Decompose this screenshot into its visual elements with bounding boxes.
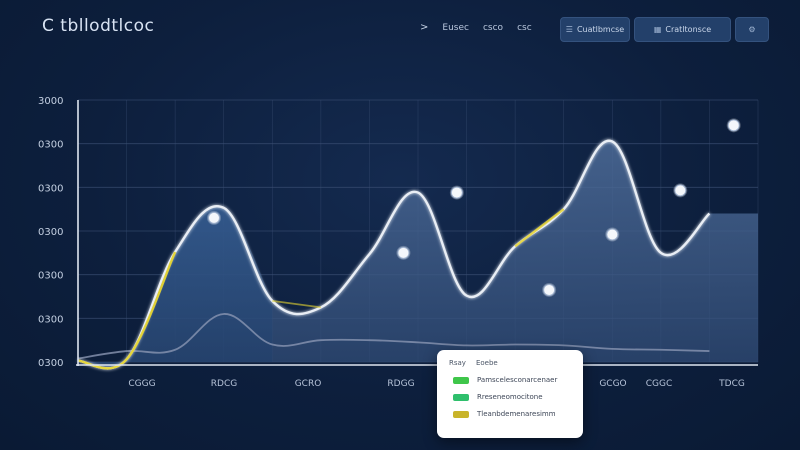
legend-header-label: Rsay bbox=[449, 359, 466, 367]
x-axis-ticks: CGGG RDCG GCRO RDGG GCGO CGGC TDCG bbox=[128, 379, 744, 389]
top-bar: C tbllodtlcoc > Eusec csco csc ☰ Cuatlbm… bbox=[0, 0, 800, 60]
x-tick-label: GCRO bbox=[295, 379, 322, 389]
y-tick-label: 0300 bbox=[38, 314, 63, 325]
legend-swatch bbox=[453, 393, 469, 401]
menu-button[interactable]: ☰ Cuatlbmcse bbox=[560, 17, 630, 42]
legend-item[interactable]: Rreseneomocitone bbox=[453, 393, 571, 401]
x-tick-label: GCGO bbox=[599, 379, 626, 389]
breadcrumb-item[interactable]: csc bbox=[517, 22, 532, 33]
series-area-lobe bbox=[78, 206, 273, 369]
legend-item-label: Rreseneomocitone bbox=[477, 393, 543, 401]
series-line-secondary bbox=[77, 313, 710, 360]
y-axis-ticks: 3000 0300 0300 0300 0300 0300 0300 bbox=[38, 96, 63, 369]
settings-icon: ⚙ bbox=[748, 25, 756, 34]
settings-button[interactable]: ⚙ bbox=[735, 17, 769, 42]
y-tick-label: 0300 bbox=[38, 140, 63, 151]
x-tick-label: CGGG bbox=[128, 379, 155, 389]
breadcrumb: > Eusec csco csc bbox=[420, 22, 532, 33]
legend-header-label: Eoebe bbox=[475, 359, 498, 367]
grid-button[interactable]: ▦ Cratltonsce bbox=[634, 17, 731, 42]
grid-button-label: Cratltonsce bbox=[665, 25, 712, 34]
app-logo[interactable]: C tbllodtlcoc bbox=[42, 16, 155, 36]
data-point bbox=[606, 228, 619, 241]
x-tick-label: RDCG bbox=[211, 379, 237, 389]
highlight-segment bbox=[272, 299, 321, 309]
y-tick-label: 3000 bbox=[38, 96, 63, 107]
menu-icon: ☰ bbox=[565, 25, 573, 34]
chart-legend: Rsay Eoebe Pamscelesconarcenaer Rreseneo… bbox=[437, 350, 583, 438]
y-tick-label: 0300 bbox=[38, 358, 63, 369]
chevron-right-icon: > bbox=[420, 22, 429, 33]
breadcrumb-item[interactable]: Eusec bbox=[442, 22, 469, 33]
data-point bbox=[543, 283, 556, 296]
legend-item[interactable]: Pamscelesconarcenaer bbox=[453, 376, 571, 384]
menu-button-label: Cuatlbmcse bbox=[576, 25, 625, 34]
area-fills bbox=[78, 140, 758, 369]
data-point bbox=[674, 184, 687, 197]
legend-item-label: Pamscelesconarcenaer bbox=[477, 376, 558, 384]
data-markers bbox=[207, 118, 741, 297]
grid-icon: ▦ bbox=[653, 25, 662, 34]
legend-item-label: Tleanbdemenaresimm bbox=[477, 410, 556, 418]
legend-header: Rsay Eoebe bbox=[449, 359, 571, 367]
data-point bbox=[208, 211, 220, 224]
series-line-main bbox=[77, 139, 711, 370]
y-tick-label: 0300 bbox=[38, 183, 63, 194]
y-tick-label: 0300 bbox=[38, 271, 63, 282]
x-tick-label: CGGC bbox=[646, 379, 673, 389]
legend-swatch bbox=[453, 376, 469, 384]
data-point bbox=[397, 246, 410, 259]
axes bbox=[76, 100, 758, 366]
x-tick-label: TDCG bbox=[718, 379, 745, 389]
legend-item[interactable]: Tleanbdemenaresimm bbox=[453, 410, 571, 418]
legend-swatch bbox=[453, 410, 469, 418]
data-point bbox=[727, 119, 740, 132]
highlight-segment bbox=[514, 208, 565, 248]
breadcrumb-item[interactable]: csco bbox=[482, 22, 504, 33]
data-point bbox=[450, 186, 463, 199]
series-lines bbox=[77, 139, 711, 370]
x-tick-label: RDGG bbox=[387, 379, 414, 389]
y-tick-label: 0300 bbox=[38, 227, 63, 238]
